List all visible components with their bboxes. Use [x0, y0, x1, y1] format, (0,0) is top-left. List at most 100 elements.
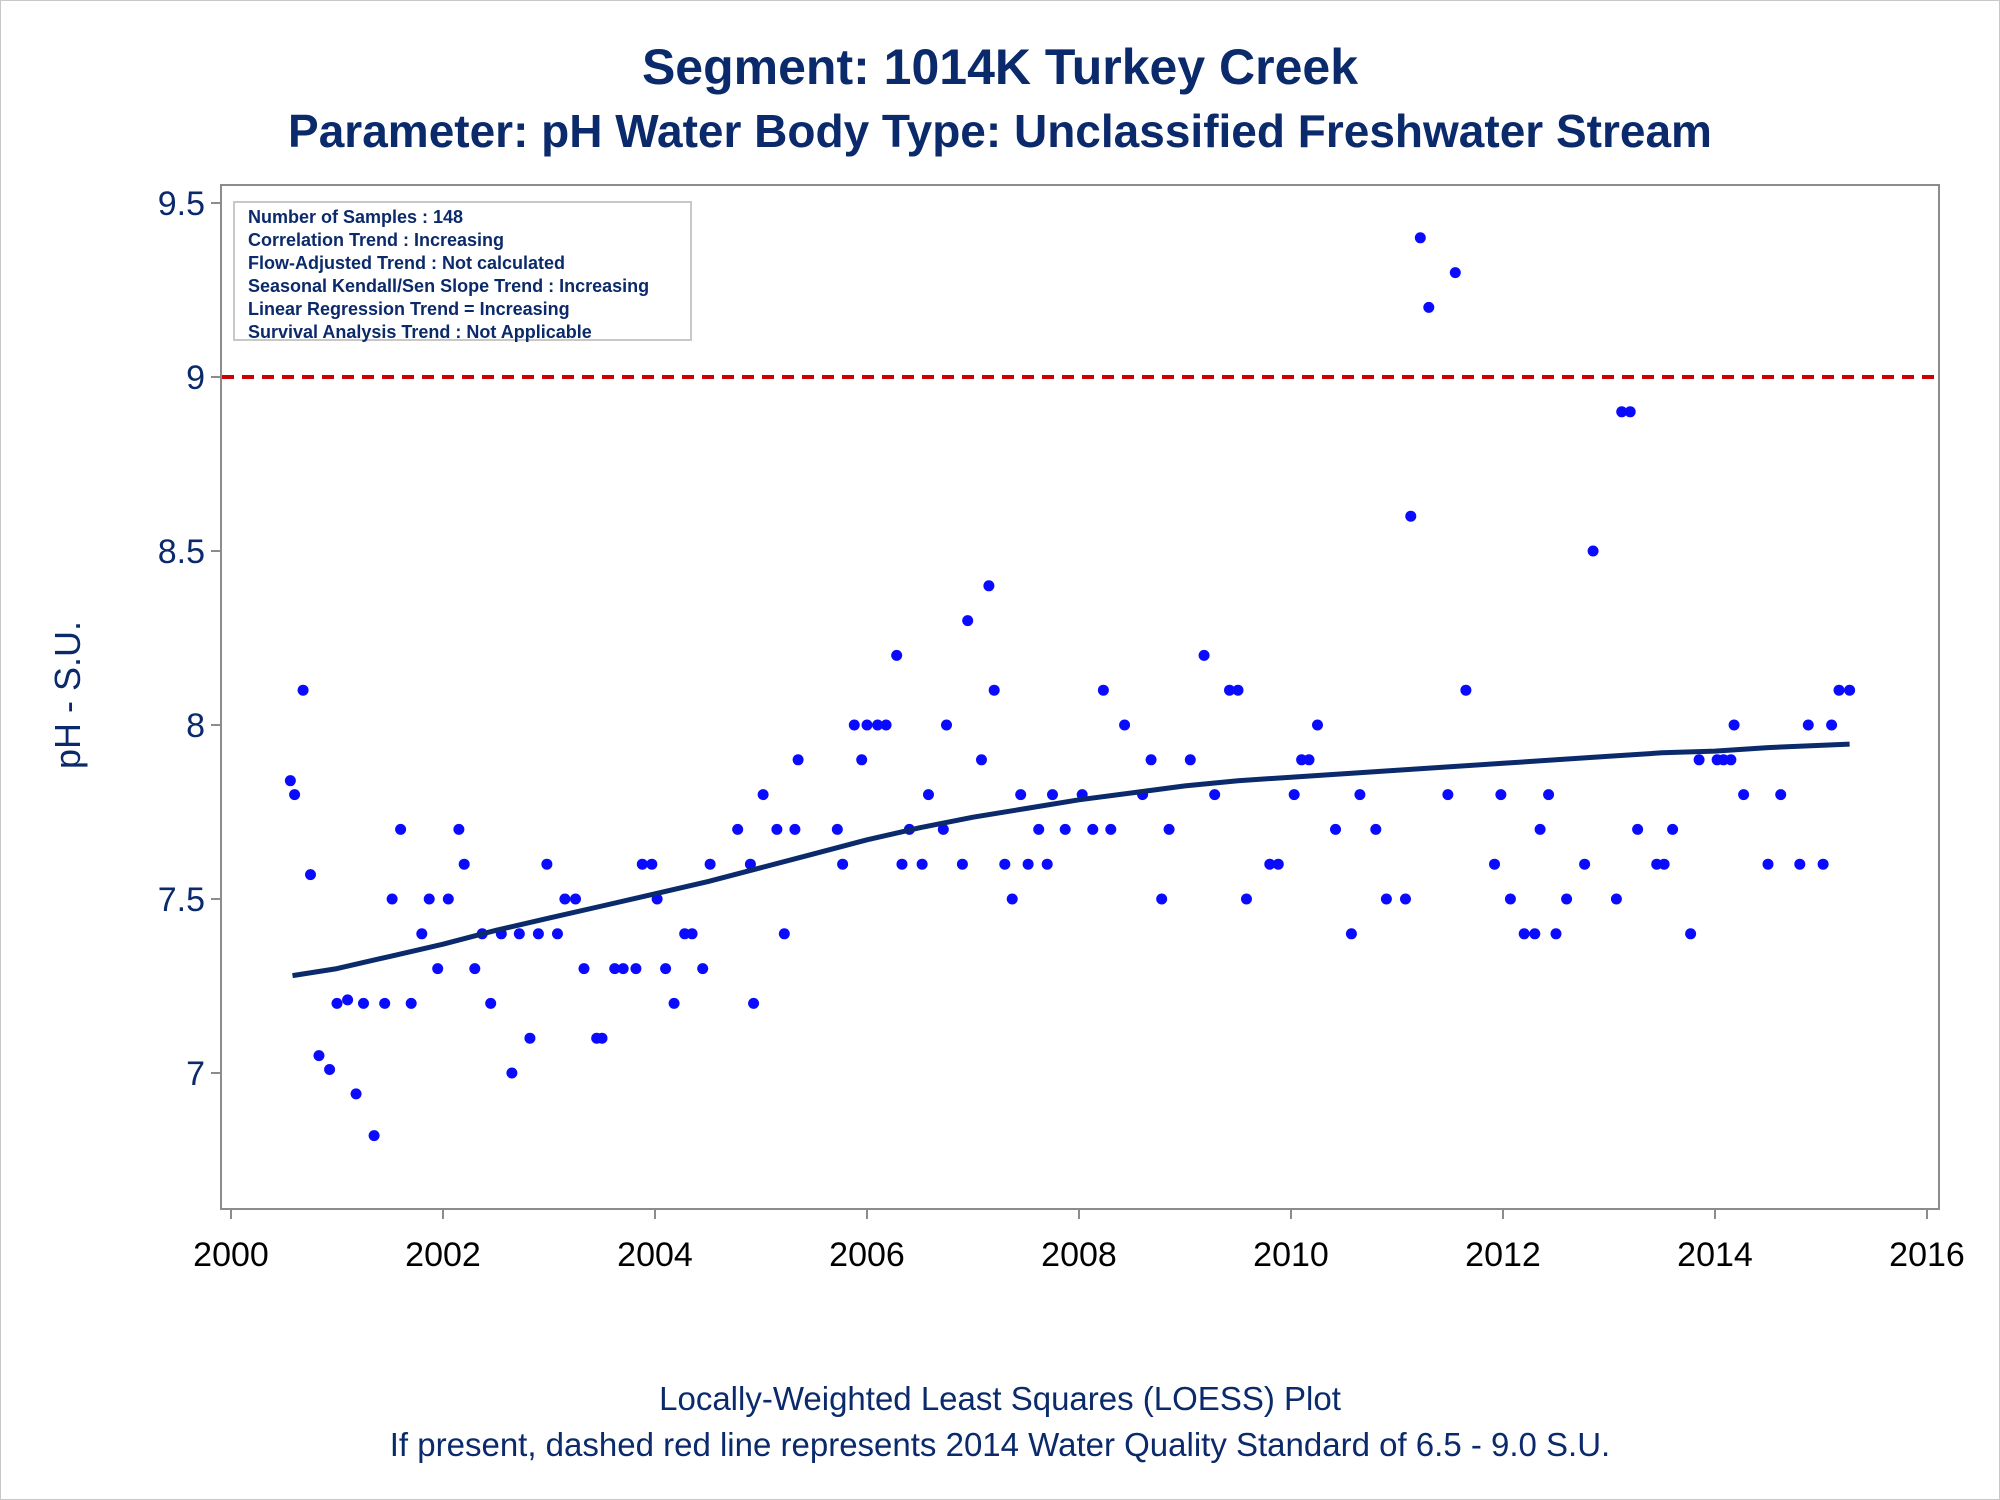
data-point [432, 963, 444, 975]
data-point [704, 858, 716, 870]
data-point [1006, 893, 1018, 905]
data-point [331, 997, 343, 1009]
data-point [1272, 858, 1284, 870]
x-tick-label: 2014 [1677, 1236, 1753, 1274]
data-point [458, 858, 470, 870]
info-linear-regression-trend: Linear Regression Trend = Increasing [248, 299, 570, 319]
y-tick-label: 8 [186, 707, 205, 745]
data-point [983, 580, 995, 592]
data-point [1794, 858, 1806, 870]
data-point [1495, 789, 1507, 801]
data-point [379, 997, 391, 1009]
data-point [744, 858, 756, 870]
data-point [941, 719, 952, 731]
data-point [395, 823, 407, 835]
data-point [1616, 406, 1628, 418]
y-axis-label: pH - S.U. [47, 621, 88, 769]
data-point [1047, 789, 1058, 801]
data-point [1209, 789, 1221, 801]
data-point [896, 858, 908, 870]
data-point [1529, 928, 1541, 940]
data-point [1184, 754, 1196, 766]
data-point [1224, 684, 1236, 696]
data-point [792, 754, 804, 766]
data-point [1632, 823, 1644, 835]
data-point [342, 994, 354, 1006]
data-point [1725, 754, 1737, 766]
data-point [1198, 649, 1210, 661]
data-point [1145, 754, 1157, 766]
data-point [578, 963, 590, 975]
data-point [872, 719, 884, 731]
data-point [469, 963, 481, 975]
data-point [1312, 719, 1323, 731]
data-point [1534, 823, 1546, 835]
data-point [1504, 893, 1516, 905]
data-point [442, 893, 454, 905]
data-point [570, 893, 581, 905]
data-point [1414, 232, 1426, 244]
data-point [551, 928, 563, 940]
data-point [937, 823, 949, 835]
data-point [289, 789, 301, 801]
data-point [757, 789, 769, 801]
data-point [1587, 545, 1599, 557]
data-point [1658, 858, 1670, 870]
x-tick-label: 2004 [617, 1236, 693, 1274]
data-point [609, 963, 621, 975]
data-point [1667, 823, 1679, 835]
data-point [778, 928, 790, 940]
data-point [1033, 823, 1045, 835]
data-point [1561, 893, 1573, 905]
chart-title: Segment: 1014K Turkey Creek [641, 39, 1359, 95]
data-point [513, 928, 525, 940]
data-point [559, 893, 571, 905]
data-point [1330, 823, 1342, 835]
x-tick-label: 2006 [829, 1236, 905, 1274]
footnote-standard: If present, dashed red line represents 2… [389, 1426, 1611, 1463]
data-point [1693, 754, 1705, 766]
data-point [880, 719, 892, 731]
data-point [1685, 928, 1697, 940]
data-point [405, 997, 417, 1009]
data-point [1370, 823, 1382, 835]
info-correlation-trend: Correlation Trend : Increasing [248, 230, 505, 250]
y-tick-label: 9 [186, 359, 205, 397]
data-point [1240, 893, 1252, 905]
y-tick-label: 8.5 [158, 533, 205, 571]
data-point [1762, 858, 1774, 870]
info-flow-adjusted-trend: Flow-Adjusted Trend : Not calculated [248, 253, 566, 273]
data-point [1624, 406, 1636, 418]
data-point [1163, 823, 1175, 835]
data-point [1489, 858, 1501, 870]
x-tick-label: 2012 [1465, 1236, 1541, 1274]
data-point [1087, 823, 1099, 835]
data-point [1264, 858, 1276, 870]
data-point [1232, 684, 1244, 696]
info-survival-analysis-trend: Survival Analysis Trend : Not Applicable [248, 322, 592, 342]
x-tick-label: 2008 [1041, 1236, 1117, 1274]
data-point [916, 858, 928, 870]
data-point [1550, 928, 1562, 940]
data-point [313, 1050, 325, 1062]
data-point [1833, 684, 1845, 696]
loess-trend-line [292, 741, 1850, 979]
data-point [856, 754, 868, 766]
data-point [1802, 719, 1814, 731]
data-point [1288, 789, 1300, 801]
data-point [485, 997, 497, 1009]
data-point [697, 963, 709, 975]
footnote-loess: Locally-Weighted Least Squares (LOESS) P… [659, 1380, 1341, 1417]
data-point [1156, 893, 1168, 905]
data-point [416, 928, 428, 940]
data-point [368, 1130, 380, 1142]
data-point [617, 963, 629, 975]
data-point [1610, 893, 1622, 905]
data-point [1460, 684, 1472, 696]
data-point [646, 858, 658, 870]
data-point [771, 823, 783, 835]
data-point [1345, 928, 1357, 940]
data-point [1119, 719, 1131, 731]
data-point [506, 1067, 518, 1079]
